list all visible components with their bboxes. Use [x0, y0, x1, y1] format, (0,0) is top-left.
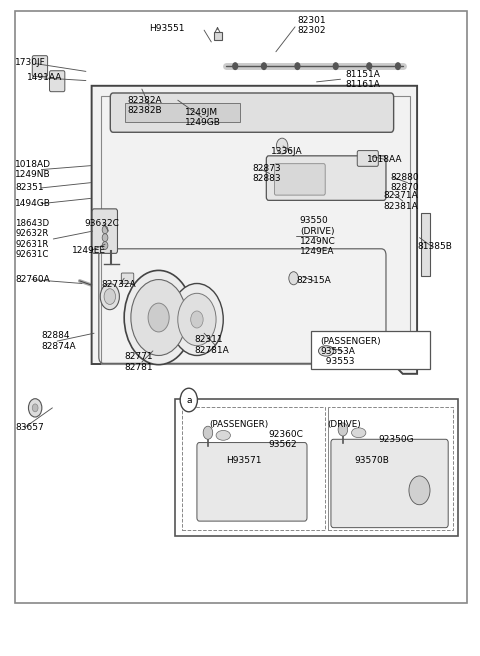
Circle shape: [148, 303, 169, 332]
Circle shape: [131, 279, 186, 356]
Text: (PASSENGER)
93553A
  93553: (PASSENGER) 93553A 93553: [321, 337, 381, 367]
Circle shape: [396, 63, 400, 70]
Text: 82351: 82351: [15, 184, 44, 192]
Circle shape: [178, 293, 216, 346]
Text: 1494GB: 1494GB: [15, 199, 51, 208]
Text: 83657: 83657: [15, 423, 44, 432]
Text: 82732A: 82732A: [101, 280, 136, 289]
Text: 92350G: 92350G: [379, 435, 414, 443]
Bar: [125, 104, 240, 122]
Text: 82771
82781: 82771 82781: [124, 352, 153, 372]
Text: 82884
82874A: 82884 82874A: [41, 331, 76, 351]
FancyBboxPatch shape: [197, 443, 307, 521]
Circle shape: [28, 399, 42, 417]
Text: 82873
82883: 82873 82883: [252, 164, 281, 183]
Circle shape: [276, 138, 288, 154]
Text: 81385B: 81385B: [417, 242, 452, 251]
Text: 92360C
93562: 92360C 93562: [269, 430, 303, 449]
Circle shape: [203, 426, 213, 440]
Text: 93632C: 93632C: [84, 218, 120, 228]
Text: (PASSENGER): (PASSENGER): [209, 420, 268, 430]
Circle shape: [233, 63, 238, 70]
Circle shape: [104, 289, 116, 304]
Polygon shape: [92, 86, 417, 374]
Circle shape: [102, 234, 108, 241]
Text: 1018AD
1249NB: 1018AD 1249NB: [15, 160, 51, 179]
Text: a: a: [186, 396, 192, 405]
FancyBboxPatch shape: [110, 93, 394, 133]
Circle shape: [102, 226, 108, 234]
Text: 18643D
92632R
92631R
92631C: 18643D 92632R 92631R 92631C: [15, 219, 49, 259]
Text: 93550
(DRIVE)
1249NC
1249EA: 93550 (DRIVE) 1249NC 1249EA: [300, 216, 336, 256]
Text: 82301
82302: 82301 82302: [298, 16, 326, 35]
Text: 82382A
82382B: 82382A 82382B: [128, 96, 162, 115]
FancyBboxPatch shape: [92, 209, 118, 253]
Text: 1018AA: 1018AA: [367, 155, 402, 163]
Circle shape: [102, 241, 108, 249]
Text: 82311
82781A: 82311 82781A: [194, 335, 229, 355]
Text: 82371A
82381A: 82371A 82381A: [384, 192, 419, 211]
Circle shape: [170, 283, 223, 356]
Text: 82315A: 82315A: [297, 276, 331, 285]
Circle shape: [124, 270, 193, 365]
FancyBboxPatch shape: [49, 71, 65, 92]
FancyBboxPatch shape: [357, 151, 378, 167]
FancyBboxPatch shape: [32, 56, 48, 77]
Ellipse shape: [216, 430, 230, 440]
Text: (DRIVE): (DRIVE): [327, 420, 361, 430]
Ellipse shape: [351, 428, 366, 438]
Circle shape: [191, 311, 203, 328]
Circle shape: [32, 404, 38, 412]
Circle shape: [338, 423, 348, 436]
FancyBboxPatch shape: [121, 273, 134, 283]
Text: 1249JM
1249GB: 1249JM 1249GB: [185, 108, 221, 127]
Circle shape: [100, 283, 120, 310]
Text: 1491AA: 1491AA: [27, 73, 62, 83]
Bar: [175, 399, 458, 536]
Text: 1249EE: 1249EE: [72, 246, 106, 255]
Text: H93571: H93571: [227, 456, 262, 464]
Circle shape: [180, 388, 197, 412]
Circle shape: [289, 272, 299, 285]
FancyBboxPatch shape: [331, 440, 448, 527]
Text: 82880
82870: 82880 82870: [391, 173, 420, 192]
Text: 1730JF: 1730JF: [15, 58, 46, 67]
Text: 1336JA: 1336JA: [271, 147, 303, 155]
Ellipse shape: [319, 346, 334, 356]
Bar: [311, 331, 430, 369]
Text: 82760A: 82760A: [15, 275, 50, 284]
Bar: [328, 407, 454, 529]
FancyBboxPatch shape: [266, 156, 386, 200]
Text: H93551: H93551: [149, 24, 185, 33]
Bar: [181, 407, 325, 529]
Circle shape: [367, 63, 372, 70]
FancyBboxPatch shape: [275, 164, 325, 195]
Circle shape: [333, 63, 338, 70]
Text: 93570B: 93570B: [355, 456, 390, 464]
Circle shape: [295, 63, 300, 70]
Circle shape: [409, 476, 430, 504]
Text: 81151A
81161A: 81151A 81161A: [345, 70, 380, 89]
Polygon shape: [214, 32, 222, 40]
Bar: [421, 213, 431, 276]
Circle shape: [262, 63, 266, 70]
